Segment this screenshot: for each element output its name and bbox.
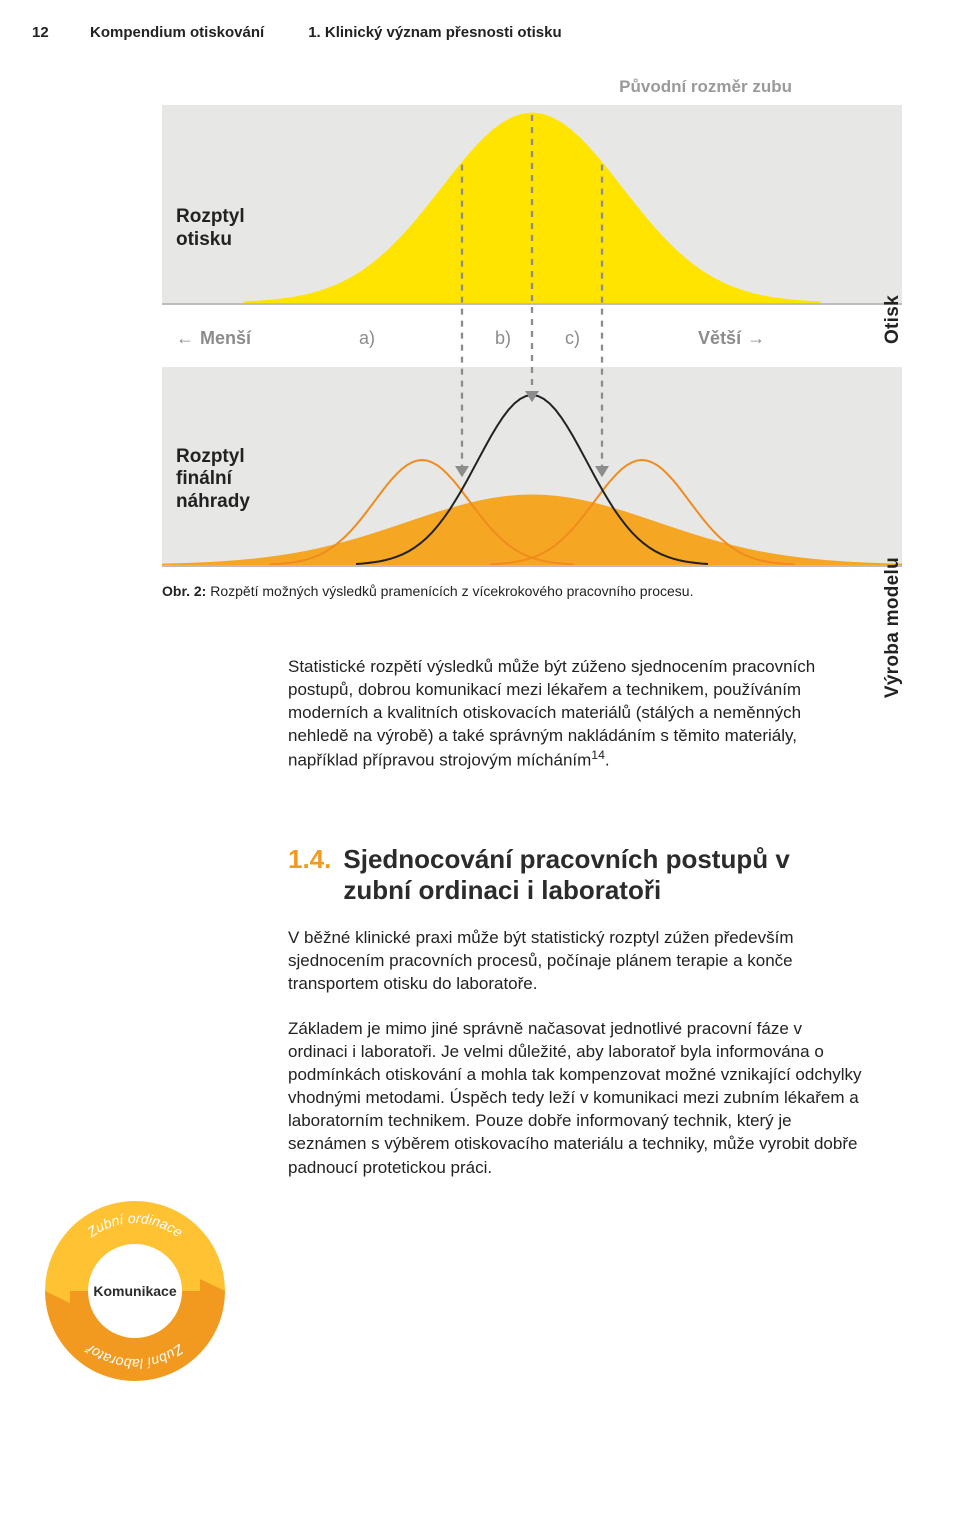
header-title-right: 1. Klinický význam přesnosti otisku xyxy=(308,24,561,41)
page-header: 12 Kompendium otiskování 1. Klinický výz… xyxy=(32,24,904,41)
figure-panel-top: Rozptyl otisku Otisk xyxy=(162,105,902,305)
figure-caption-prefix: Obr. 2: xyxy=(162,583,206,599)
mid-a: a) xyxy=(359,328,375,349)
panel-top-left-l2: otisku xyxy=(176,229,232,250)
panel-bottom-side-label: Výroba modelu xyxy=(882,557,904,698)
mid-right: Větší xyxy=(698,328,741,349)
communication-badge-center-text: Komunikace xyxy=(93,1283,176,1299)
section-paragraph-1: V běžné klinické praxi může být statisti… xyxy=(288,926,864,995)
page-number: 12 xyxy=(32,24,62,41)
mid-left: Menší xyxy=(200,328,251,349)
figure-caption-text: Rozpětí možných výsledků pramenících z v… xyxy=(210,583,693,599)
body-paragraph-1-sup: 14 xyxy=(591,748,605,762)
communication-badge: Zubní ordinace Zubní laboratoř Komunikac… xyxy=(40,1196,230,1386)
section-paragraph-2: Základem je mimo jiné správně načasovat … xyxy=(288,1017,864,1179)
body-paragraph-1: Statistické rozpětí výsledků může být zú… xyxy=(288,655,864,772)
section-title: Sjednocování pracovních postupů v zubní … xyxy=(343,844,864,905)
panel-top-left-l1: Rozptyl xyxy=(176,206,245,227)
panel-bottom-left-l3: náhrady xyxy=(176,491,250,512)
section-number: 1.4. xyxy=(288,844,331,905)
section-heading: 1.4. Sjednocování pracovních postupů v z… xyxy=(288,844,864,905)
communication-badge-center: Komunikace xyxy=(40,1196,230,1386)
panel-top-left-label: Rozptyl otisku xyxy=(176,206,245,251)
panel-bottom-left-l1: Rozptyl xyxy=(176,446,245,467)
mid-c: c) xyxy=(565,328,580,349)
arrow-right-icon: → xyxy=(747,328,765,349)
arrow-left-icon: ← xyxy=(176,328,194,349)
figure-mid-axis: ← Menší a) b) c) Větší → xyxy=(162,311,902,365)
panel-bottom-left-label: Rozptyl finální náhrady xyxy=(176,446,250,513)
figure-panel-bottom-svg xyxy=(162,365,902,565)
figure-2: Původní rozměr zubu Rozptyl otisku Otisk… xyxy=(162,77,902,577)
figure-panel-top-svg xyxy=(162,103,902,303)
body-paragraph-1-tail: . xyxy=(605,751,610,770)
figure-overlay-label: Původní rozměr zubu xyxy=(619,77,792,97)
header-title-left: Kompendium otiskování xyxy=(90,24,264,41)
mid-b: b) xyxy=(495,328,511,349)
figure-caption: Obr. 2: Rozpětí možných výsledků pramení… xyxy=(162,583,904,599)
figure-panel-bottom: Rozptyl finální náhrady Výroba modelu xyxy=(162,367,902,567)
panel-bottom-left-l2: finální xyxy=(176,468,232,489)
body-paragraph-1-text: Statistické rozpětí výsledků může být zú… xyxy=(288,657,815,770)
